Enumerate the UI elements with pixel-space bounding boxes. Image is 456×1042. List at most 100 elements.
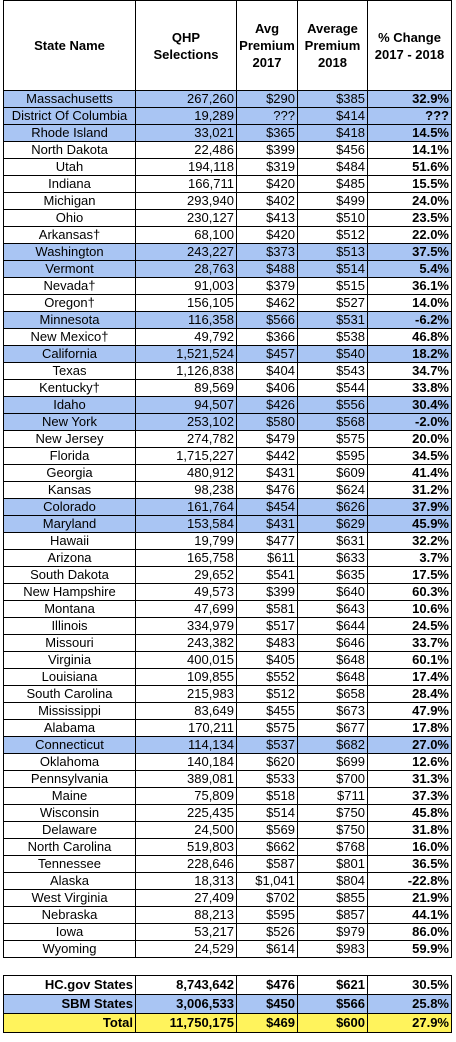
cell: 3.7% [367,549,452,567]
header-cell: % Change 2017 - 2018 [367,0,452,91]
cell: $631 [297,532,368,550]
state-row: Connecticut 114,134 $537 $682 27.0% [3,736,452,754]
cell: $484 [297,158,368,176]
cell: Nevada† [3,277,136,295]
cell: $566 [297,994,368,1014]
cell: 389,081 [135,770,237,788]
state-row: Massachusetts 267,260 $290 $385 32.9% [3,90,452,108]
state-row: Indiana 166,711 $420 $485 15.5% [3,175,452,193]
cell: Minnesota [3,311,136,329]
cell: $456 [297,141,368,159]
cell: $750 [297,804,368,822]
state-row: District Of Columbia 19,289??? $414??? [3,107,452,125]
cell: $621 [297,975,368,995]
cell: $682 [297,736,368,754]
cell: 31.2% [367,481,452,499]
cell: 243,227 [135,243,237,261]
header-row: State Name QHP Selections Avg Premium 2017… [3,0,452,91]
cell: $531 [297,311,368,329]
cell: South Dakota [3,566,136,584]
cell: Hawaii [3,532,136,550]
cell: 17.8% [367,719,452,737]
state-row: South Dakota 29,652 $541 $635 17.5% [3,566,452,584]
cell: New Jersey [3,430,136,448]
cell: Delaware [3,821,136,839]
cell: 140,184 [135,753,237,771]
cell: 27,409 [135,889,237,907]
state-row: Iowa 53,217 $526 $979 86.0% [3,923,452,941]
state-row: Florida 1,715,227 $442 $595 34.5% [3,447,452,465]
cell: 114,134 [135,736,237,754]
cell: $541 [236,566,298,584]
cell: $442 [236,447,298,465]
cell: Indiana [3,175,136,193]
cell: 12.6% [367,753,452,771]
cell: $568 [297,413,368,431]
cell: $457 [236,345,298,363]
cell: Maine [3,787,136,805]
cell: 14.1% [367,141,452,159]
cell: $455 [236,702,298,720]
cell: -22.8% [367,872,452,890]
cell: 33.8% [367,379,452,397]
cell: Idaho [3,396,136,414]
cell: 59.9% [367,940,452,958]
cell: HC.gov States [3,975,136,995]
cell: 47,699 [135,600,237,618]
cell: $633 [297,549,368,567]
cell: 519,803 [135,838,237,856]
cell: 28.4% [367,685,452,703]
cell: Oklahoma [3,753,136,771]
cell: 89,569 [135,379,237,397]
cell: Alaska [3,872,136,890]
cell: 68,100 [135,226,237,244]
cell: $609 [297,464,368,482]
cell: $290 [236,90,298,108]
cell: $644 [297,617,368,635]
state-row: West Virginia 27,409 $702 $855 21.9% [3,889,452,907]
cell: $677 [297,719,368,737]
cell: 166,711 [135,175,237,193]
cell: $517 [236,617,298,635]
cell: 91,003 [135,277,237,295]
cell: Pennsylvania [3,770,136,788]
cell: 25.8% [367,994,452,1014]
cell: District Of Columbia [3,107,136,125]
cell: 17.5% [367,566,452,584]
cell: $462 [236,294,298,312]
cell: Wisconsin [3,804,136,822]
cell: 1,521,524 [135,345,237,363]
cell: Kentucky† [3,379,136,397]
cell: $518 [236,787,298,805]
cell: 20.0% [367,430,452,448]
cell: $640 [297,583,368,601]
cell: Missouri [3,634,136,652]
state-row: Illinois 334,979 $517 $644 24.5% [3,617,452,635]
state-row: Montana 47,699 $581 $643 10.6% [3,600,452,618]
state-row: Washington 243,227 $373 $513 37.5% [3,243,452,261]
cell: 83,649 [135,702,237,720]
state-row: Kansas 98,238 $476 $624 31.2% [3,481,452,499]
cell: 24,500 [135,821,237,839]
cell: $629 [297,515,368,533]
cell: $510 [297,209,368,227]
state-row: Idaho 94,507 $426 $556 30.4% [3,396,452,414]
cell: Kansas [3,481,136,499]
cell: $515 [297,277,368,295]
cell: $373 [236,243,298,261]
state-row: Rhode Island 33,021 $365 $418 14.5% [3,124,452,142]
cell: 51.6% [367,158,452,176]
cell: Nebraska [3,906,136,924]
cell: $543 [297,362,368,380]
state-row: Oklahoma 140,184 $620 $699 12.6% [3,753,452,771]
cell: $512 [297,226,368,244]
cell: $488 [236,260,298,278]
cell: $983 [297,940,368,958]
cell: $626 [297,498,368,516]
cell: $702 [236,889,298,907]
cell: $556 [297,396,368,414]
cell: $426 [236,396,298,414]
cell: Total [3,1013,136,1033]
cell: 8,743,642 [135,975,237,995]
cell: California [3,345,136,363]
